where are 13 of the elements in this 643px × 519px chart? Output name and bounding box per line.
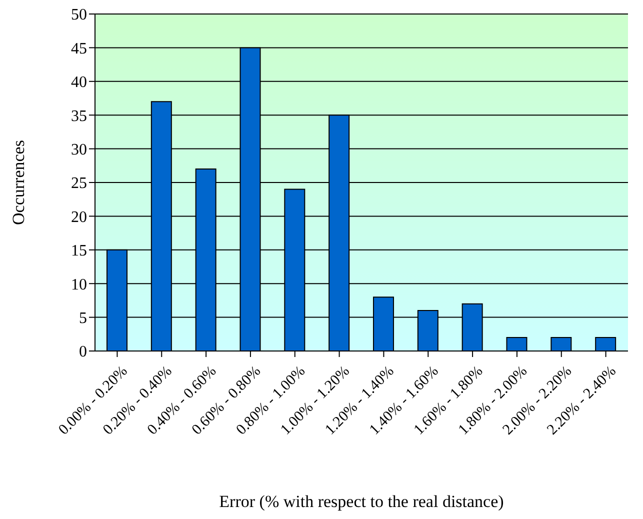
y-axis-title: Occurrences xyxy=(9,140,28,225)
y-tick-label: 0 xyxy=(79,344,87,361)
x-axis-title: Error (% with respect to the real distance) xyxy=(219,492,504,511)
y-tick-label: 50 xyxy=(71,6,87,24)
y-tick-label: 45 xyxy=(71,40,87,58)
y-tick-label: 25 xyxy=(71,175,87,192)
y-tick-label: 15 xyxy=(71,242,87,260)
y-tick-label: 20 xyxy=(71,208,87,226)
y-tick-label: 40 xyxy=(71,74,87,92)
y-tick-label: 10 xyxy=(71,276,87,294)
y-tick-label: 35 xyxy=(71,108,87,125)
y-tick-label: 5 xyxy=(79,310,87,327)
y-tick-label: 30 xyxy=(71,141,87,158)
